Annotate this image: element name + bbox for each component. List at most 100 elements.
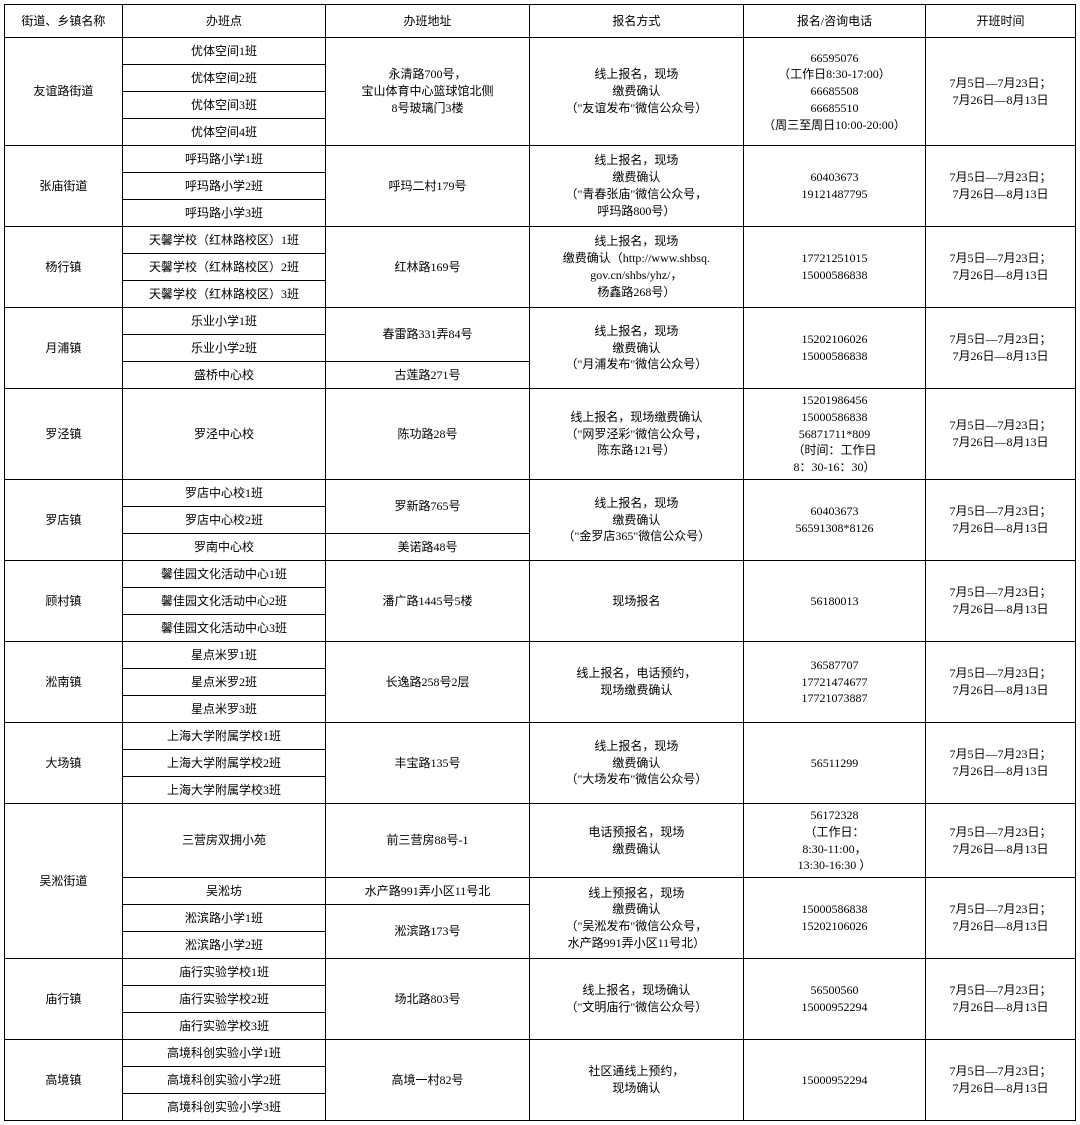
address: 呼玛二村179号 [326,146,529,227]
table-row: 吴淞街道三营房双拥小苑前三营房88号-1电话预报名，现场缴费确认56172328… [5,803,1076,877]
address: 美诺路48号 [326,533,529,560]
time: 7月5日—7月23日；7月26日—8月13日 [926,959,1076,1040]
phone: 66595076（工作日8:30-17:00）6668550866685510（… [743,38,925,146]
address: 场北路803号 [326,959,529,1040]
address: 丰宝路135号 [326,722,529,803]
address: 淞滨路173号 [326,905,529,959]
time: 7月5日—7月23日；7月26日—8月13日 [926,308,1076,389]
phone: 152019864561500058683856871711*809（时间：工作… [743,389,925,480]
time: 7月5日—7月23日；7月26日—8月13日 [926,722,1076,803]
class-point: 庙行实验学校2班 [122,986,325,1013]
district-name: 杨行镇 [5,227,123,308]
class-point: 优体空间4班 [122,119,325,146]
time: 7月5日—7月23日；7月26日—8月13日 [926,479,1076,560]
signup-method: 电话预报名，现场缴费确认 [529,803,743,877]
enrollment-table: 街道、乡镇名称办班点办班地址报名方式报名/咨询电话开班时间 友谊路街道优体空间1… [4,4,1076,1121]
class-point: 优体空间3班 [122,92,325,119]
signup-method: 线上报名，现场缴费确认（"月浦发布"微信公众号） [529,308,743,389]
class-point: 优体空间2班 [122,65,325,92]
time: 7月5日—7月23日；7月26日—8月13日 [926,227,1076,308]
address: 罗新路765号 [326,479,529,533]
class-point: 乐业小学1班 [122,308,325,335]
signup-method: 线上报名，现场缴费确认（http://www.shbsq.gov.cn/shbs… [529,227,743,308]
class-point: 庙行实验学校3班 [122,1013,325,1040]
class-point: 罗泾中心校 [122,389,325,480]
header-cell-5: 开班时间 [926,5,1076,38]
table-row: 友谊路街道优体空间1班永清路700号，宝山体育中心篮球馆北侧8号玻璃门3楼线上报… [5,38,1076,65]
phone: 365877071772147467717721073887 [743,641,925,722]
class-point: 罗南中心校 [122,533,325,560]
table-row: 淞南镇星点米罗1班长逸路258号2层线上报名，电话预约，现场缴费确认365877… [5,641,1076,668]
phone: 1772125101515000586838 [743,227,925,308]
class-point: 淞滨路小学1班 [122,905,325,932]
class-point: 呼玛路小学1班 [122,146,325,173]
district-name: 庙行镇 [5,959,123,1040]
table-row: 庙行镇庙行实验学校1班场北路803号线上报名，现场确认（"文明庙行"微信公众号）… [5,959,1076,986]
time: 7月5日—7月23日；7月26日—8月13日 [926,641,1076,722]
header-cell-0: 街道、乡镇名称 [5,5,123,38]
signup-method: 线上报名，电话预约，现场缴费确认 [529,641,743,722]
time: 7月5日—7月23日；7月26日—8月13日 [926,560,1076,641]
address: 春雷路331弄84号 [326,308,529,362]
class-point: 庙行实验学校1班 [122,959,325,986]
class-point: 盛桥中心校 [122,362,325,389]
table-row: 杨行镇天馨学校（红林路校区）1班红林路169号线上报名，现场缴费确认（http:… [5,227,1076,254]
class-point: 高境科创实验小学2班 [122,1067,325,1094]
class-point: 高境科创实验小学3班 [122,1094,325,1121]
class-point: 星点米罗1班 [122,641,325,668]
header-cell-4: 报名/咨询电话 [743,5,925,38]
phone: 56180013 [743,560,925,641]
phone: 1520210602615000586838 [743,308,925,389]
table-row: 吴淞坊水产路991弄小区11号北线上预报名，现场缴费确认（"吴淞发布"微信公众号… [5,878,1076,905]
class-point: 高境科创实验小学1班 [122,1040,325,1067]
class-point: 乐业小学2班 [122,335,325,362]
address: 水产路991弄小区11号北 [326,878,529,905]
class-point: 星点米罗3班 [122,695,325,722]
class-point: 上海大学附属学校3班 [122,776,325,803]
class-point: 馨佳园文化活动中心3班 [122,614,325,641]
table-row: 高境镇高境科创实验小学1班高境一村82号社区通线上预约，现场确认15000952… [5,1040,1076,1067]
table-row: 罗店镇罗店中心校1班罗新路765号线上报名，现场缴费确认（"金罗店365"微信公… [5,479,1076,506]
address: 红林路169号 [326,227,529,308]
header-cell-1: 办班点 [122,5,325,38]
class-point: 三营房双拥小苑 [122,803,325,877]
district-name: 淞南镇 [5,641,123,722]
district-name: 友谊路街道 [5,38,123,146]
district-name: 吴淞街道 [5,803,123,958]
address: 长逸路258号2层 [326,641,529,722]
signup-method: 线上报名，现场缴费确认（"青春张庙"微信公众号，呼玛路800号） [529,146,743,227]
class-point: 馨佳园文化活动中心1班 [122,560,325,587]
signup-method: 线上报名，现场缴费确认（"金罗店365"微信公众号） [529,479,743,560]
district-name: 高境镇 [5,1040,123,1121]
phone: 56511299 [743,722,925,803]
district-name: 大场镇 [5,722,123,803]
table-row: 月浦镇乐业小学1班春雷路331弄84号线上报名，现场缴费确认（"月浦发布"微信公… [5,308,1076,335]
phone: 6040367356591308*8126 [743,479,925,560]
table-row: 顾村镇馨佳园文化活动中心1班潘广路1445号5楼现场报名561800137月5日… [5,560,1076,587]
class-point: 星点米罗2班 [122,668,325,695]
class-point: 上海大学附属学校1班 [122,722,325,749]
signup-method: 线上报名，现场缴费确认（"网罗泾彩"微信公众号，陈东路121号） [529,389,743,480]
district-name: 罗泾镇 [5,389,123,480]
class-point: 吴淞坊 [122,878,325,905]
table-row: 罗泾镇罗泾中心校陈功路28号线上报名，现场缴费确认（"网罗泾彩"微信公众号，陈东… [5,389,1076,480]
table-row: 大场镇上海大学附属学校1班丰宝路135号线上报名，现场缴费确认（"大场发布"微信… [5,722,1076,749]
class-point: 馨佳园文化活动中心2班 [122,587,325,614]
phone: 56172328（工作日：8:30-11:00，13:30-16:30 ） [743,803,925,877]
table-row: 张庙街道呼玛路小学1班呼玛二村179号线上报名，现场缴费确认（"青春张庙"微信公… [5,146,1076,173]
time: 7月5日—7月23日；7月26日—8月13日 [926,1040,1076,1121]
header-cell-2: 办班地址 [326,5,529,38]
address: 陈功路28号 [326,389,529,480]
address: 潘广路1445号5楼 [326,560,529,641]
class-point: 罗店中心校2班 [122,506,325,533]
class-point: 上海大学附属学校2班 [122,749,325,776]
signup-method: 线上报名，现场缴费确认（"友谊发布"微信公众号） [529,38,743,146]
signup-method: 社区通线上预约，现场确认 [529,1040,743,1121]
class-point: 呼玛路小学3班 [122,200,325,227]
district-name: 顾村镇 [5,560,123,641]
time: 7月5日—7月23日；7月26日—8月13日 [926,878,1076,959]
table-body: 友谊路街道优体空间1班永清路700号，宝山体育中心篮球馆北侧8号玻璃门3楼线上报… [5,38,1076,1121]
table-header: 街道、乡镇名称办班点办班地址报名方式报名/咨询电话开班时间 [5,5,1076,38]
signup-method: 现场报名 [529,560,743,641]
district-name: 张庙街道 [5,146,123,227]
